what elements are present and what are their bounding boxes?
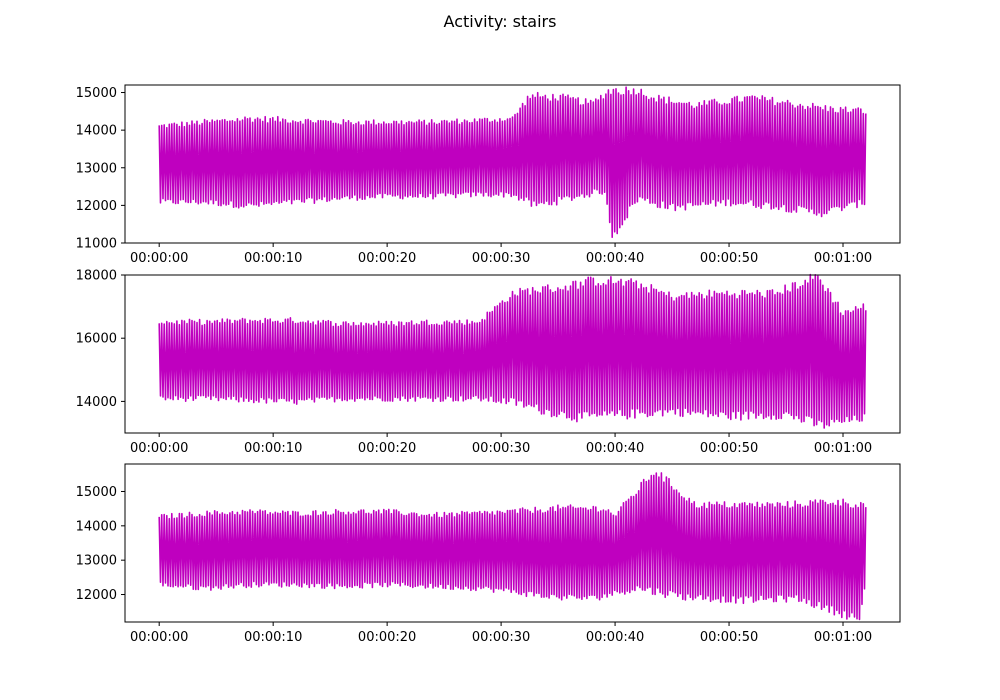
- figure-title: Activity: stairs: [443, 12, 557, 31]
- series-line-2: [158, 273, 867, 429]
- y-tick-label-3-0: 12000: [76, 588, 117, 603]
- x-tick-label-3-5: 00:00:50: [700, 630, 758, 645]
- subplot-1: 00:00:00 00:00:10 00:00:20 00:00:30 00:00:40…: [76, 84, 901, 266]
- y-tick-label-2-0: 14000: [76, 395, 117, 410]
- x-tick-label-3-3: 00:00:30: [472, 630, 530, 645]
- x-tick-label-2-2: 00:00:20: [358, 441, 416, 456]
- x-tick-label-1-2: 00:00:20: [358, 251, 416, 266]
- y-tick-label-1-1: 12000: [76, 199, 117, 214]
- series-line-3: [158, 472, 867, 621]
- x-tick-label-1-4: 00:00:40: [586, 251, 644, 266]
- subplot-3: 00:00:00 00:00:10 00:00:20 00:00:30 00:00:40…: [76, 463, 901, 645]
- x-tick-label-2-0: 00:00:00: [130, 441, 188, 456]
- x-tick-label-3-4: 00:00:40: [586, 630, 644, 645]
- x-tick-label-2-1: 00:00:10: [244, 441, 302, 456]
- series-line-1: [158, 86, 867, 238]
- x-tick-label-1-0: 00:00:00: [130, 251, 188, 266]
- x-tick-label-1-5: 00:00:50: [700, 251, 758, 266]
- x-tick-label-2-6: 00:01:00: [814, 441, 872, 456]
- subplot-2: 00:00:00 00:00:10 00:00:20 00:00:30 00:00:40…: [76, 269, 901, 456]
- y-tick-label-1-2: 13000: [76, 161, 117, 176]
- y-tick-label-3-2: 14000: [76, 519, 117, 534]
- x-tick-label-3-2: 00:00:20: [358, 630, 416, 645]
- y-tick-label-3-1: 13000: [76, 554, 117, 569]
- x-tick-label-3-6: 00:01:00: [814, 630, 872, 645]
- axes-frame-3: [124, 463, 901, 623]
- x-tick-label-1-1: 00:00:10: [244, 251, 302, 266]
- x-tick-label-2-4: 00:00:40: [586, 441, 644, 456]
- x-tick-label-1-3: 00:00:30: [472, 251, 530, 266]
- x-tick-label-3-0: 00:00:00: [130, 630, 188, 645]
- y-tick-label-2-1: 16000: [76, 332, 117, 347]
- y-tick-label-1-0: 11000: [76, 237, 117, 252]
- axes-frame-2: [124, 274, 901, 434]
- x-tick-label-2-5: 00:00:50: [700, 441, 758, 456]
- y-tick-label-1-3: 14000: [76, 124, 117, 139]
- x-tick-label-3-1: 00:00:10: [244, 630, 302, 645]
- y-tick-label-3-3: 15000: [76, 485, 117, 500]
- y-tick-label-1-4: 15000: [76, 86, 117, 101]
- axes-frame-1: [124, 84, 901, 244]
- x-tick-label-1-6: 00:01:00: [814, 251, 872, 266]
- x-tick-label-2-3: 00:00:30: [472, 441, 530, 456]
- y-tick-label-2-2: 18000: [76, 269, 117, 284]
